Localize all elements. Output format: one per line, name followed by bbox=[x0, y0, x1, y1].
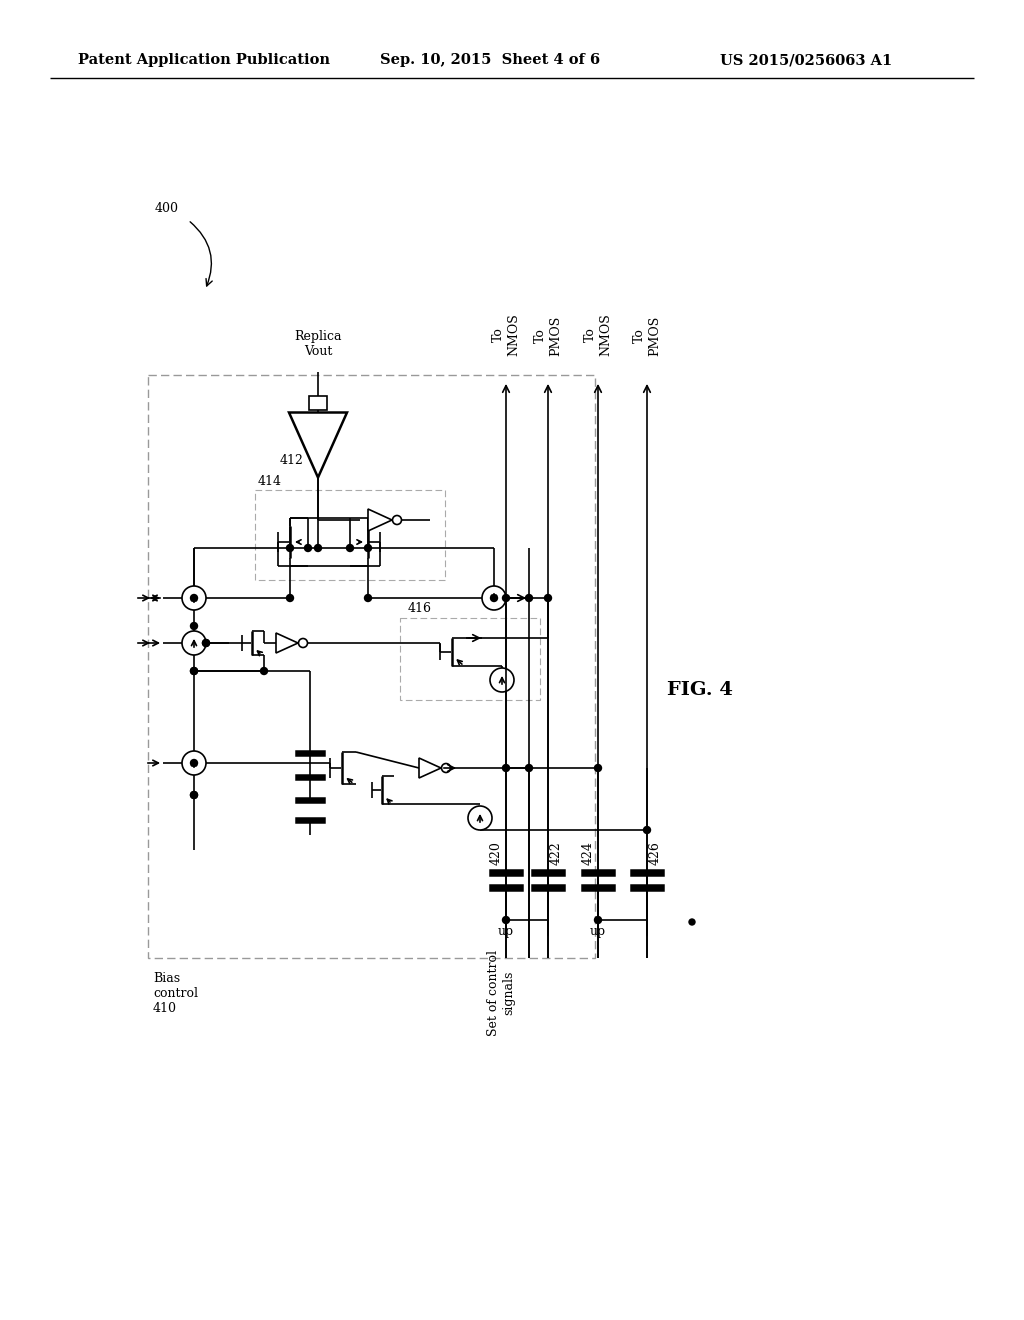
Circle shape bbox=[190, 623, 198, 630]
Text: 420: 420 bbox=[490, 841, 503, 865]
Circle shape bbox=[595, 764, 601, 771]
Text: Set of control
signals: Set of control signals bbox=[487, 950, 515, 1036]
Circle shape bbox=[190, 668, 198, 675]
Circle shape bbox=[490, 668, 514, 692]
Bar bbox=[532, 870, 564, 875]
Text: To
NMOS: To NMOS bbox=[492, 313, 520, 356]
Bar bbox=[148, 375, 595, 958]
Circle shape bbox=[190, 668, 198, 675]
Circle shape bbox=[287, 594, 294, 602]
Text: 416: 416 bbox=[408, 602, 432, 615]
Circle shape bbox=[182, 631, 206, 655]
Text: 400: 400 bbox=[155, 202, 179, 214]
Bar bbox=[582, 870, 614, 875]
Polygon shape bbox=[419, 758, 441, 777]
Polygon shape bbox=[368, 510, 392, 531]
Text: Replica
Vout: Replica Vout bbox=[294, 330, 342, 358]
Bar bbox=[309, 396, 327, 411]
Bar bbox=[400, 618, 540, 700]
Circle shape bbox=[182, 586, 206, 610]
Circle shape bbox=[365, 544, 372, 552]
Circle shape bbox=[482, 586, 506, 610]
Circle shape bbox=[525, 594, 532, 602]
Text: 424: 424 bbox=[582, 841, 595, 865]
Text: Sep. 10, 2015  Sheet 4 of 6: Sep. 10, 2015 Sheet 4 of 6 bbox=[380, 53, 600, 67]
Circle shape bbox=[503, 764, 510, 771]
Circle shape bbox=[545, 594, 552, 602]
Circle shape bbox=[203, 639, 210, 647]
Circle shape bbox=[190, 792, 198, 799]
Circle shape bbox=[190, 759, 198, 767]
Circle shape bbox=[689, 919, 695, 925]
Circle shape bbox=[304, 544, 311, 552]
Text: FIG. 4: FIG. 4 bbox=[667, 681, 733, 700]
Bar bbox=[296, 775, 324, 779]
Bar bbox=[490, 884, 522, 890]
Text: To
PMOS: To PMOS bbox=[633, 315, 662, 356]
Text: up: up bbox=[590, 925, 606, 939]
Circle shape bbox=[441, 763, 451, 772]
Polygon shape bbox=[289, 412, 347, 478]
Text: 412: 412 bbox=[280, 454, 304, 466]
Circle shape bbox=[299, 639, 307, 648]
Bar bbox=[255, 490, 445, 579]
Text: 414: 414 bbox=[258, 475, 282, 488]
Circle shape bbox=[503, 594, 510, 602]
Bar bbox=[631, 870, 663, 875]
Text: To
PMOS: To PMOS bbox=[534, 315, 562, 356]
Bar bbox=[296, 799, 324, 803]
Text: US 2015/0256063 A1: US 2015/0256063 A1 bbox=[720, 53, 892, 67]
Text: Bias
control
410: Bias control 410 bbox=[153, 972, 198, 1015]
Circle shape bbox=[392, 516, 401, 524]
Text: To
NMOS: To NMOS bbox=[584, 313, 612, 356]
Text: 426: 426 bbox=[649, 841, 662, 865]
Circle shape bbox=[468, 807, 492, 830]
Circle shape bbox=[182, 751, 206, 775]
FancyArrowPatch shape bbox=[190, 222, 212, 286]
Circle shape bbox=[346, 544, 353, 552]
Text: up: up bbox=[498, 925, 514, 939]
Bar bbox=[490, 870, 522, 875]
Bar bbox=[296, 818, 324, 822]
Bar bbox=[296, 751, 324, 755]
Circle shape bbox=[503, 916, 510, 924]
Circle shape bbox=[260, 668, 267, 675]
Circle shape bbox=[190, 792, 198, 799]
Text: 422: 422 bbox=[550, 841, 563, 865]
Circle shape bbox=[314, 544, 322, 552]
Circle shape bbox=[643, 826, 650, 833]
Bar bbox=[532, 884, 564, 890]
Circle shape bbox=[365, 594, 372, 602]
Bar bbox=[631, 884, 663, 890]
Circle shape bbox=[287, 544, 294, 552]
Circle shape bbox=[595, 916, 601, 924]
Circle shape bbox=[190, 594, 198, 602]
Bar bbox=[582, 884, 614, 890]
Circle shape bbox=[490, 594, 498, 602]
Polygon shape bbox=[276, 634, 298, 653]
Circle shape bbox=[525, 764, 532, 771]
Text: Patent Application Publication: Patent Application Publication bbox=[78, 53, 330, 67]
Circle shape bbox=[203, 639, 210, 647]
